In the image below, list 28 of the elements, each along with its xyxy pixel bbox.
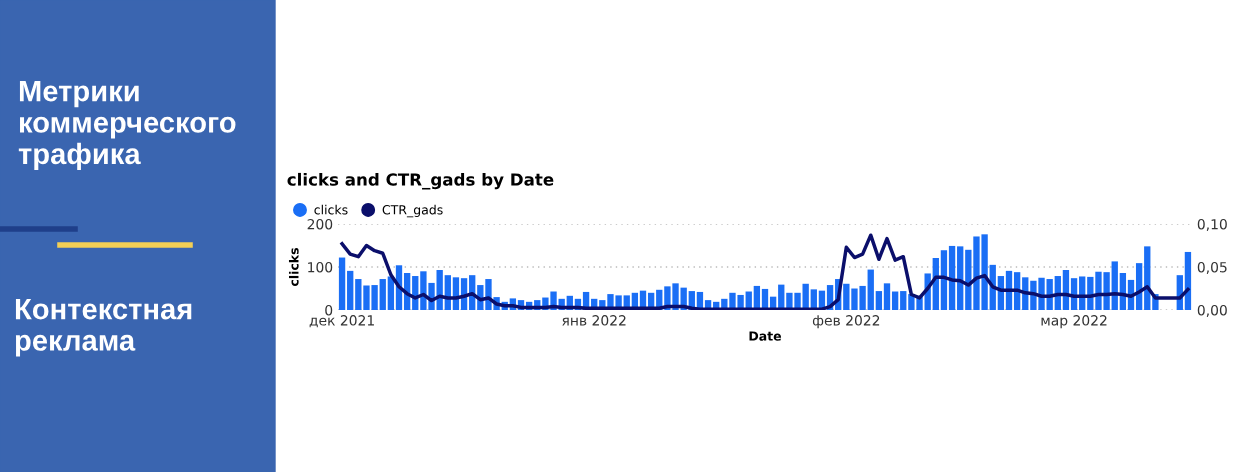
bar (940, 250, 948, 310)
legend-label: CTR_gads (382, 204, 443, 218)
y-tick-label: 200 (307, 218, 333, 230)
bar (379, 279, 386, 310)
bar (900, 291, 907, 310)
y2-tick-label: 0,10 (1197, 218, 1227, 231)
y-tick-label: 100 (308, 261, 333, 273)
y2-tick-label: 0,05 (1197, 261, 1227, 274)
legend-label: clicks (314, 204, 348, 215)
bar (957, 246, 964, 310)
text: Метрики коммерческого трафика (18, 81, 236, 171)
y-axis-title: clicks (288, 248, 299, 287)
x-tick-label: дек 2021 (309, 315, 374, 328)
bar (883, 283, 891, 310)
y-tick-label: 0 (325, 304, 333, 316)
y2-tick-label: 0,00 (1197, 304, 1227, 317)
bar (867, 269, 874, 310)
text: Контекстная реклама (15, 299, 192, 357)
x-tick-label: янв 2022 (562, 315, 626, 326)
chart-title: clicks and CTR_gads by Date (287, 172, 554, 190)
x-tick-label: мар 2022 (1041, 315, 1107, 329)
line-series (340, 233, 1190, 310)
bar (347, 270, 354, 310)
bar (891, 291, 899, 310)
bar (338, 257, 346, 310)
bar (875, 291, 883, 310)
x-axis-title: Date (749, 331, 782, 341)
x-tick-label: фев 2022 (812, 315, 880, 329)
